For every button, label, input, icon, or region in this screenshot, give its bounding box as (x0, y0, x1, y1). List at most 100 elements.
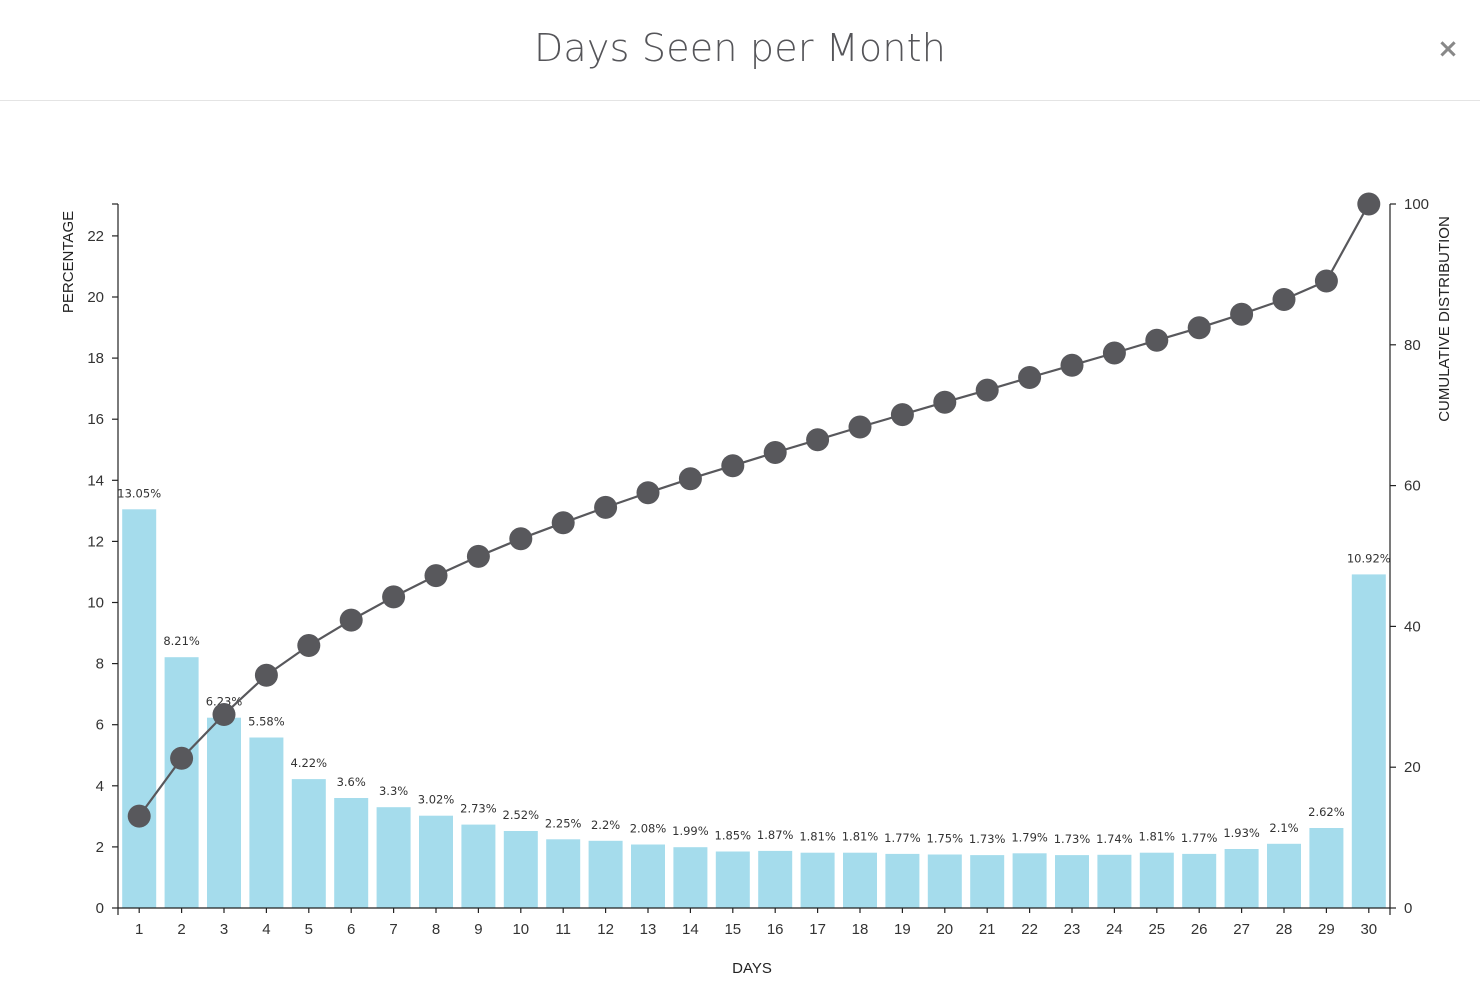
bar-data-label: 2.2% (591, 818, 620, 832)
bar-data-label: 10.92% (1347, 551, 1391, 565)
x-tick-label: 15 (724, 921, 741, 938)
x-tick-label: 6 (347, 921, 355, 938)
cumulative-point (1314, 269, 1338, 293)
y-tick-label: 12 (87, 533, 104, 550)
bar (122, 509, 157, 908)
bar-series (122, 509, 1386, 908)
x-tick-label: 17 (809, 921, 826, 938)
cumulative-point (594, 495, 618, 519)
bar (419, 815, 453, 908)
bar-data-label: 2.1% (1269, 821, 1298, 835)
bar-data-label: 13.05% (117, 486, 161, 500)
bar-data-label: 3.6% (337, 775, 366, 789)
left-y-axis: 0 2 4 6 8 10 12 14 16 18 20 22 (87, 203, 119, 917)
x-tick-label: 20 (936, 921, 953, 938)
x-tick-label: 14 (682, 921, 699, 938)
x-axis-title: DAYS (732, 960, 772, 977)
x-tick-label: 13 (640, 921, 657, 938)
cumulative-point (551, 511, 575, 535)
bar (291, 779, 326, 908)
cumulative-point (1060, 353, 1084, 377)
y-tick-label: 14 (87, 472, 104, 489)
bar (631, 844, 665, 908)
bar-data-label: 1.85% (715, 829, 752, 843)
bar (503, 831, 538, 908)
cumulative-point (424, 564, 448, 588)
bar (885, 853, 920, 908)
bar-data-label: 1.93% (1223, 826, 1260, 840)
bar-data-label: 2.52% (503, 808, 540, 822)
bar (843, 852, 877, 908)
bar-data-label: 4.22% (291, 756, 328, 770)
x-tick-label: 19 (894, 921, 911, 938)
cumulative-point (636, 481, 660, 505)
x-tick-label: 24 (1106, 921, 1123, 938)
bar (1012, 853, 1047, 908)
y-tick-label: 4 (96, 778, 104, 795)
x-tick-label: 22 (1021, 921, 1038, 938)
bar (927, 854, 962, 908)
bar-data-label: 1.79% (1011, 830, 1048, 844)
cumulative-point (212, 703, 236, 726)
x-tick-label: 18 (852, 921, 869, 938)
x-tick-label: 26 (1191, 921, 1208, 938)
x-tick-label: 21 (979, 921, 996, 938)
cumulative-point (509, 527, 533, 551)
y-tick-label: 8 (96, 656, 104, 673)
y2-tick-label: 80 (1404, 337, 1421, 354)
bar-data-label: 2.73% (460, 802, 497, 816)
bar-data-label: 1.77% (1181, 831, 1218, 845)
cumulative-point (254, 663, 278, 687)
bar-label-group: 13.05%8.21%6.23%5.58%4.22%3.6%3.3%3.02%2… (117, 486, 1391, 846)
y-tick-label: 18 (87, 350, 104, 367)
x-tick-label: 16 (767, 921, 784, 938)
y2-axis-title: CUMULATIVE DISTRIBUTION (1436, 216, 1453, 422)
bar-data-label: 2.62% (1308, 805, 1345, 819)
x-tick-label: 7 (389, 921, 397, 938)
x-tick-label: 30 (1360, 921, 1377, 938)
cumulative-point (466, 544, 490, 568)
bar (1055, 855, 1089, 908)
y-tick-label: 6 (96, 717, 104, 734)
bar (207, 717, 241, 908)
x-tick-label: 1 (135, 921, 143, 938)
x-tick-label: 9 (474, 921, 482, 938)
bar (376, 807, 411, 908)
bar (1182, 853, 1217, 908)
bar-data-label: 3.3% (379, 784, 408, 798)
bar-data-label: 1.75% (927, 832, 964, 846)
bar-data-label: 2.25% (545, 816, 582, 830)
y-tick-label: 10 (87, 595, 104, 612)
cumulative-point (339, 608, 363, 632)
y2-tick-label: 20 (1404, 759, 1421, 776)
bar-data-label: 2.08% (630, 822, 667, 836)
bar (1224, 849, 1259, 908)
cumulative-point (848, 415, 872, 439)
x-axis: 1 2 3 4 5 6 7 8 9 10 11 12 13 14 15 16 17 18 19 20 21 22 23 24 2… (117, 907, 1391, 938)
cumulative-point (127, 804, 151, 828)
cumulative-point (763, 441, 787, 464)
y2-tick-label: 60 (1404, 478, 1421, 495)
bar-data-label: 1.99% (672, 824, 709, 838)
y-tick-label: 20 (87, 289, 104, 306)
y-tick-label: 0 (96, 900, 104, 917)
cumulative-point (1018, 366, 1042, 389)
bar (800, 852, 835, 908)
cumulative-point (382, 585, 406, 609)
cumulative-point (721, 454, 745, 478)
x-tick-label: 23 (1064, 921, 1081, 938)
right-y-axis: 0 20 40 60 80 100 (1389, 196, 1429, 917)
bar (970, 855, 1005, 908)
y2-tick-label: 40 (1404, 618, 1421, 635)
close-icon[interactable]: × (1437, 34, 1459, 64)
cumulative-point (933, 390, 957, 414)
bar (588, 840, 623, 908)
y-axis-title: PERCENTAGE (60, 211, 77, 313)
cumulative-point (890, 403, 914, 427)
x-tick-label: 4 (262, 921, 270, 938)
bar-data-label: 1.74% (1096, 832, 1133, 846)
cumulative-line (138, 203, 1370, 817)
cumulative-point (975, 378, 999, 402)
bar-data-label: 1.77% (884, 831, 921, 845)
